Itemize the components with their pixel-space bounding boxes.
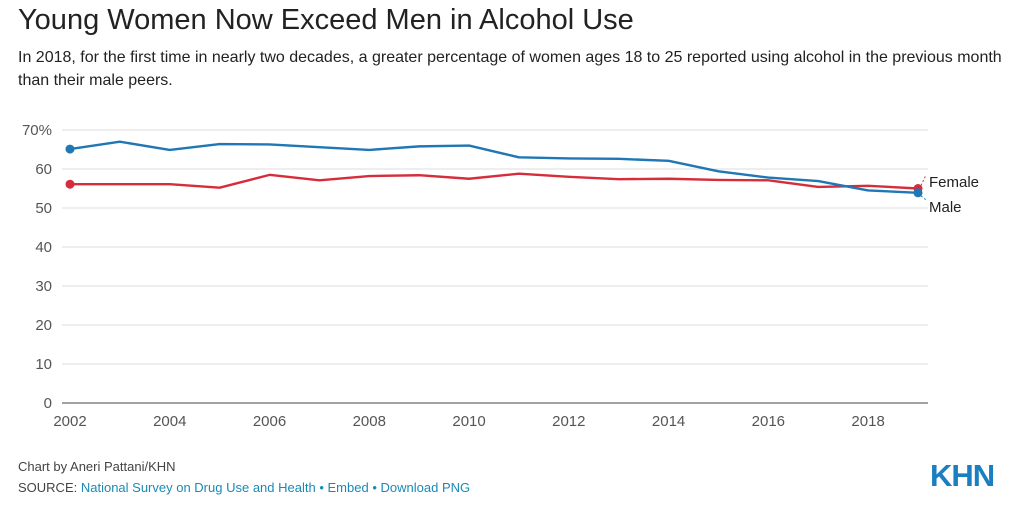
separator: • xyxy=(372,480,377,495)
grid-lines xyxy=(62,129,928,404)
y-tick-label: 40 xyxy=(35,239,52,256)
leader-line-male xyxy=(920,195,927,201)
y-tick-label: 10 xyxy=(35,356,52,373)
y-tick-label: 50 xyxy=(35,200,52,217)
x-tick-label: 2016 xyxy=(752,413,785,430)
x-tick-label: 2018 xyxy=(851,413,884,430)
x-tick-label: 2014 xyxy=(652,413,685,430)
y-axis-ticks: 0 10 20 30 40 50 60 70% xyxy=(22,122,52,412)
y-tick-label: 20 xyxy=(35,317,52,334)
download-png-link[interactable]: Download PNG xyxy=(380,480,471,495)
chart-title: Young Women Now Exceed Men in Alcohol Us… xyxy=(18,4,634,36)
series-line-male xyxy=(69,140,919,194)
chart-credit: Chart by Aneri Pattani/KHN xyxy=(18,459,176,474)
x-tick-label: 2008 xyxy=(353,413,386,430)
series-label-male: Male xyxy=(929,199,962,216)
series-start-point-male xyxy=(65,144,75,154)
series-line-female xyxy=(70,172,919,190)
embed-link[interactable]: Embed xyxy=(327,480,369,495)
chart-subtitle: In 2018, for the first time in nearly tw… xyxy=(18,49,1002,89)
series-start-point-female xyxy=(65,179,75,189)
y-tick-label: 70% xyxy=(22,122,52,139)
x-tick-label: 2006 xyxy=(253,413,286,430)
x-tick-label: 2010 xyxy=(452,413,485,430)
series-label-female: Female xyxy=(929,174,979,191)
y-tick-label: 30 xyxy=(35,278,52,295)
source-label: SOURCE: xyxy=(18,480,81,495)
source-link[interactable]: National Survey on Drug Use and Health xyxy=(80,480,316,495)
y-tick-label: 0 xyxy=(44,395,52,412)
x-tick-label: 2002 xyxy=(53,413,86,430)
x-tick-label: 2004 xyxy=(153,413,186,430)
khn-logo: KHN xyxy=(930,458,995,493)
leader-line-female xyxy=(920,174,927,186)
y-tick-label: 60 xyxy=(35,161,52,178)
separator: • xyxy=(319,480,324,495)
series-end-point-male xyxy=(913,188,923,198)
source-line: SOURCE: National Survey on Drug Use and … xyxy=(18,480,470,495)
series-lines: Female Male xyxy=(65,140,979,216)
x-tick-label: 2012 xyxy=(552,413,585,430)
x-axis-ticks: 2002 2004 2006 2008 2010 2012 2014 2016 2018 xyxy=(53,413,884,430)
